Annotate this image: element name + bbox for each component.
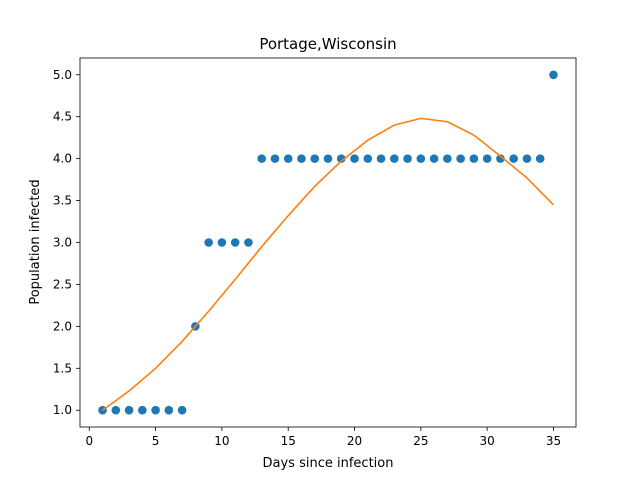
x-tick-label: 10: [214, 434, 229, 448]
x-tick-label: 15: [281, 434, 296, 448]
data-point: [310, 154, 320, 163]
data-point: [522, 154, 532, 163]
y-tick-label: 1.5: [53, 361, 72, 375]
data-point: [244, 238, 253, 247]
x-tick-label: 35: [546, 434, 561, 448]
data-point: [482, 154, 492, 163]
data-point: [111, 405, 121, 415]
plot-frame: [79, 57, 577, 428]
data-point: [151, 405, 160, 415]
x-axis-label: Days since infection: [263, 456, 394, 471]
x-axis-ticks: 0 5 10 15 20 25 30 35: [85, 427, 561, 448]
chart-marks: [98, 70, 558, 415]
data-point: [124, 405, 134, 415]
x-tick-label: 20: [347, 434, 362, 448]
data-point: [456, 154, 465, 163]
data-point: [416, 154, 426, 163]
y-axis-ticks: 1.0 1.5 2.0 2.5 3.0 3.5 4.0 4.5 5.0: [53, 68, 80, 417]
y-tick-label: 3.0: [53, 236, 72, 250]
data-point: [363, 154, 373, 163]
data-point: [350, 154, 359, 163]
chart-title: Portage,Wisconsin: [259, 35, 396, 53]
data-point: [204, 238, 213, 247]
x-tick-label: 5: [152, 434, 160, 448]
data-point: [496, 154, 505, 163]
y-tick-label: 2.5: [53, 277, 72, 291]
data-point: [297, 154, 306, 163]
y-axis-label: Population infected: [28, 179, 43, 304]
data-point: [270, 154, 280, 163]
data-point: [283, 154, 293, 163]
data-point: [443, 154, 452, 163]
data-point: [230, 238, 240, 247]
data-point: [257, 154, 266, 163]
y-tick-label: 2.0: [53, 319, 72, 333]
data-point: [390, 154, 399, 163]
y-tick-label: 4.5: [53, 110, 72, 124]
data-point: [535, 154, 545, 163]
data-point: [469, 154, 479, 163]
data-point: [376, 154, 386, 163]
y-tick-label: 4.0: [53, 152, 72, 166]
y-tick-label: 1.0: [53, 403, 72, 417]
data-point: [138, 405, 147, 415]
data-point: [164, 405, 174, 415]
data-point: [217, 238, 227, 247]
data-point: [429, 154, 439, 163]
x-tick-label: 30: [480, 434, 495, 448]
y-tick-label: 3.5: [53, 194, 72, 208]
data-point: [177, 405, 187, 415]
fit-line: [102, 117, 555, 411]
data-point: [509, 154, 518, 163]
y-tick-label: 5.0: [53, 68, 72, 82]
data-point: [323, 154, 333, 163]
data-point: [549, 70, 558, 80]
data-point: [336, 154, 346, 163]
data-point: [403, 154, 412, 163]
x-tick-label: 0: [85, 434, 93, 448]
x-tick-label: 25: [413, 434, 428, 448]
